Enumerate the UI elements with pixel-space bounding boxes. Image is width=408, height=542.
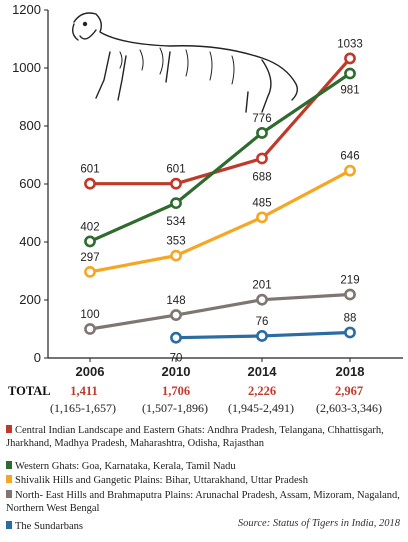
- x-tick-label: 2010: [162, 364, 191, 379]
- data-point: [170, 177, 182, 190]
- tiger-line-chart: 0 200 400 600 800 1000 1200 2006 2010 2014 2018 601…: [12, 2, 403, 379]
- data-label: 100: [80, 309, 99, 321]
- total-value: 1,706: [161, 384, 191, 398]
- legend-swatch: [6, 490, 12, 498]
- data-point: [256, 152, 268, 165]
- data-point: [344, 288, 356, 301]
- x-tick-label: 2018: [336, 364, 365, 379]
- legend-swatch: [6, 521, 12, 529]
- total-value: 2,967: [334, 384, 364, 398]
- legend-item-sundarbans: The Sundarbans: [6, 520, 402, 533]
- legend-item-central-indian: Central Indian Landscape and Eastern Gha…: [6, 424, 402, 450]
- total-range: (1,945-2,491): [228, 401, 294, 415]
- total-range: (1,165-1,657): [50, 401, 116, 415]
- legend-item-shivalik: Shivalik Hills and Gangetic Plains: Biha…: [6, 474, 402, 487]
- data-point: [170, 249, 182, 262]
- y-tick-label: 1200: [12, 2, 41, 17]
- y-tick-label: 1000: [12, 60, 41, 75]
- source-prefix: Source:: [237, 518, 273, 529]
- data-point: [84, 265, 96, 278]
- data-point: [344, 67, 356, 80]
- legend-item-north-east: North- East Hills and Brahmaputra Plains…: [6, 489, 402, 515]
- data-label: 201: [252, 280, 271, 292]
- data-label: 353: [166, 236, 185, 248]
- data-point: [84, 323, 96, 335]
- data-label: 688: [252, 171, 271, 183]
- data-label: 1033: [337, 38, 363, 50]
- tiger-illustration: [71, 12, 299, 113]
- data-label: 148: [166, 295, 185, 307]
- legend-label: Central Indian Landscape and Eastern Gha…: [6, 425, 384, 449]
- legend-swatch: [6, 425, 12, 433]
- data-point: [344, 326, 356, 339]
- data-point: [344, 52, 356, 65]
- data-point: [344, 164, 356, 177]
- data-label: 70: [170, 353, 183, 365]
- legend-swatch: [6, 475, 12, 483]
- y-tick-label: 200: [19, 292, 41, 307]
- data-point: [84, 177, 96, 190]
- data-label: 601: [166, 164, 185, 176]
- data-label: 76: [256, 316, 269, 328]
- x-tick-label: 2006: [76, 364, 105, 379]
- source-note: Source: Status of Tigers in India, 2018: [238, 518, 400, 529]
- totals-row: TOTAL 1,411 1,706 2,226 2,967 (1,165-1,6…: [0, 382, 408, 422]
- data-point: [256, 127, 268, 139]
- total-range: (2,603-3,346): [316, 401, 382, 415]
- data-label: 534: [166, 216, 186, 228]
- total-range: (1,507-1,896): [142, 401, 208, 415]
- data-label: 297: [80, 252, 99, 264]
- x-tick-label: 2014: [248, 364, 278, 379]
- data-label: 88: [344, 312, 357, 324]
- source-title: Status of Tigers in India, 2018: [272, 518, 400, 529]
- data-label: 402: [80, 221, 99, 233]
- data-label: 601: [80, 164, 99, 176]
- total-value: 1,411: [70, 384, 98, 398]
- data-label: 981: [340, 85, 359, 97]
- data-label: 485: [252, 197, 271, 209]
- legend-swatch: [6, 461, 12, 469]
- data-point: [170, 309, 182, 321]
- data-point: [256, 211, 268, 224]
- series-line: [89, 169, 351, 274]
- data-label: 219: [340, 274, 359, 286]
- data-point: [170, 331, 182, 344]
- y-tick-label: 600: [19, 176, 41, 191]
- y-tick-label: 400: [19, 234, 41, 249]
- data-point: [84, 235, 96, 248]
- legend-label: Western Ghats: Goa, Karnataka, Kerala, T…: [15, 461, 236, 472]
- legend-label: The Sundarbans: [15, 521, 83, 532]
- data-point: [170, 197, 182, 210]
- data-label: 776: [252, 113, 271, 125]
- legend-item-western-ghats: Western Ghats: Goa, Karnataka, Kerala, T…: [6, 460, 402, 473]
- y-tick-label: 800: [19, 118, 41, 133]
- legend-label: Shivalik Hills and Gangetic Plains: Biha…: [15, 475, 308, 486]
- total-value: 2,226: [247, 384, 277, 398]
- totals-label: TOTAL: [8, 384, 51, 398]
- legend-label: North- East Hills and Brahmaputra Plains…: [6, 490, 400, 514]
- series-line: [90, 57, 352, 186]
- data-label: 646: [340, 151, 359, 163]
- data-point: [256, 330, 268, 342]
- series-line: [89, 292, 351, 331]
- series-line: [89, 72, 351, 243]
- data-point: [256, 293, 268, 306]
- y-tick-label: 0: [34, 350, 41, 365]
